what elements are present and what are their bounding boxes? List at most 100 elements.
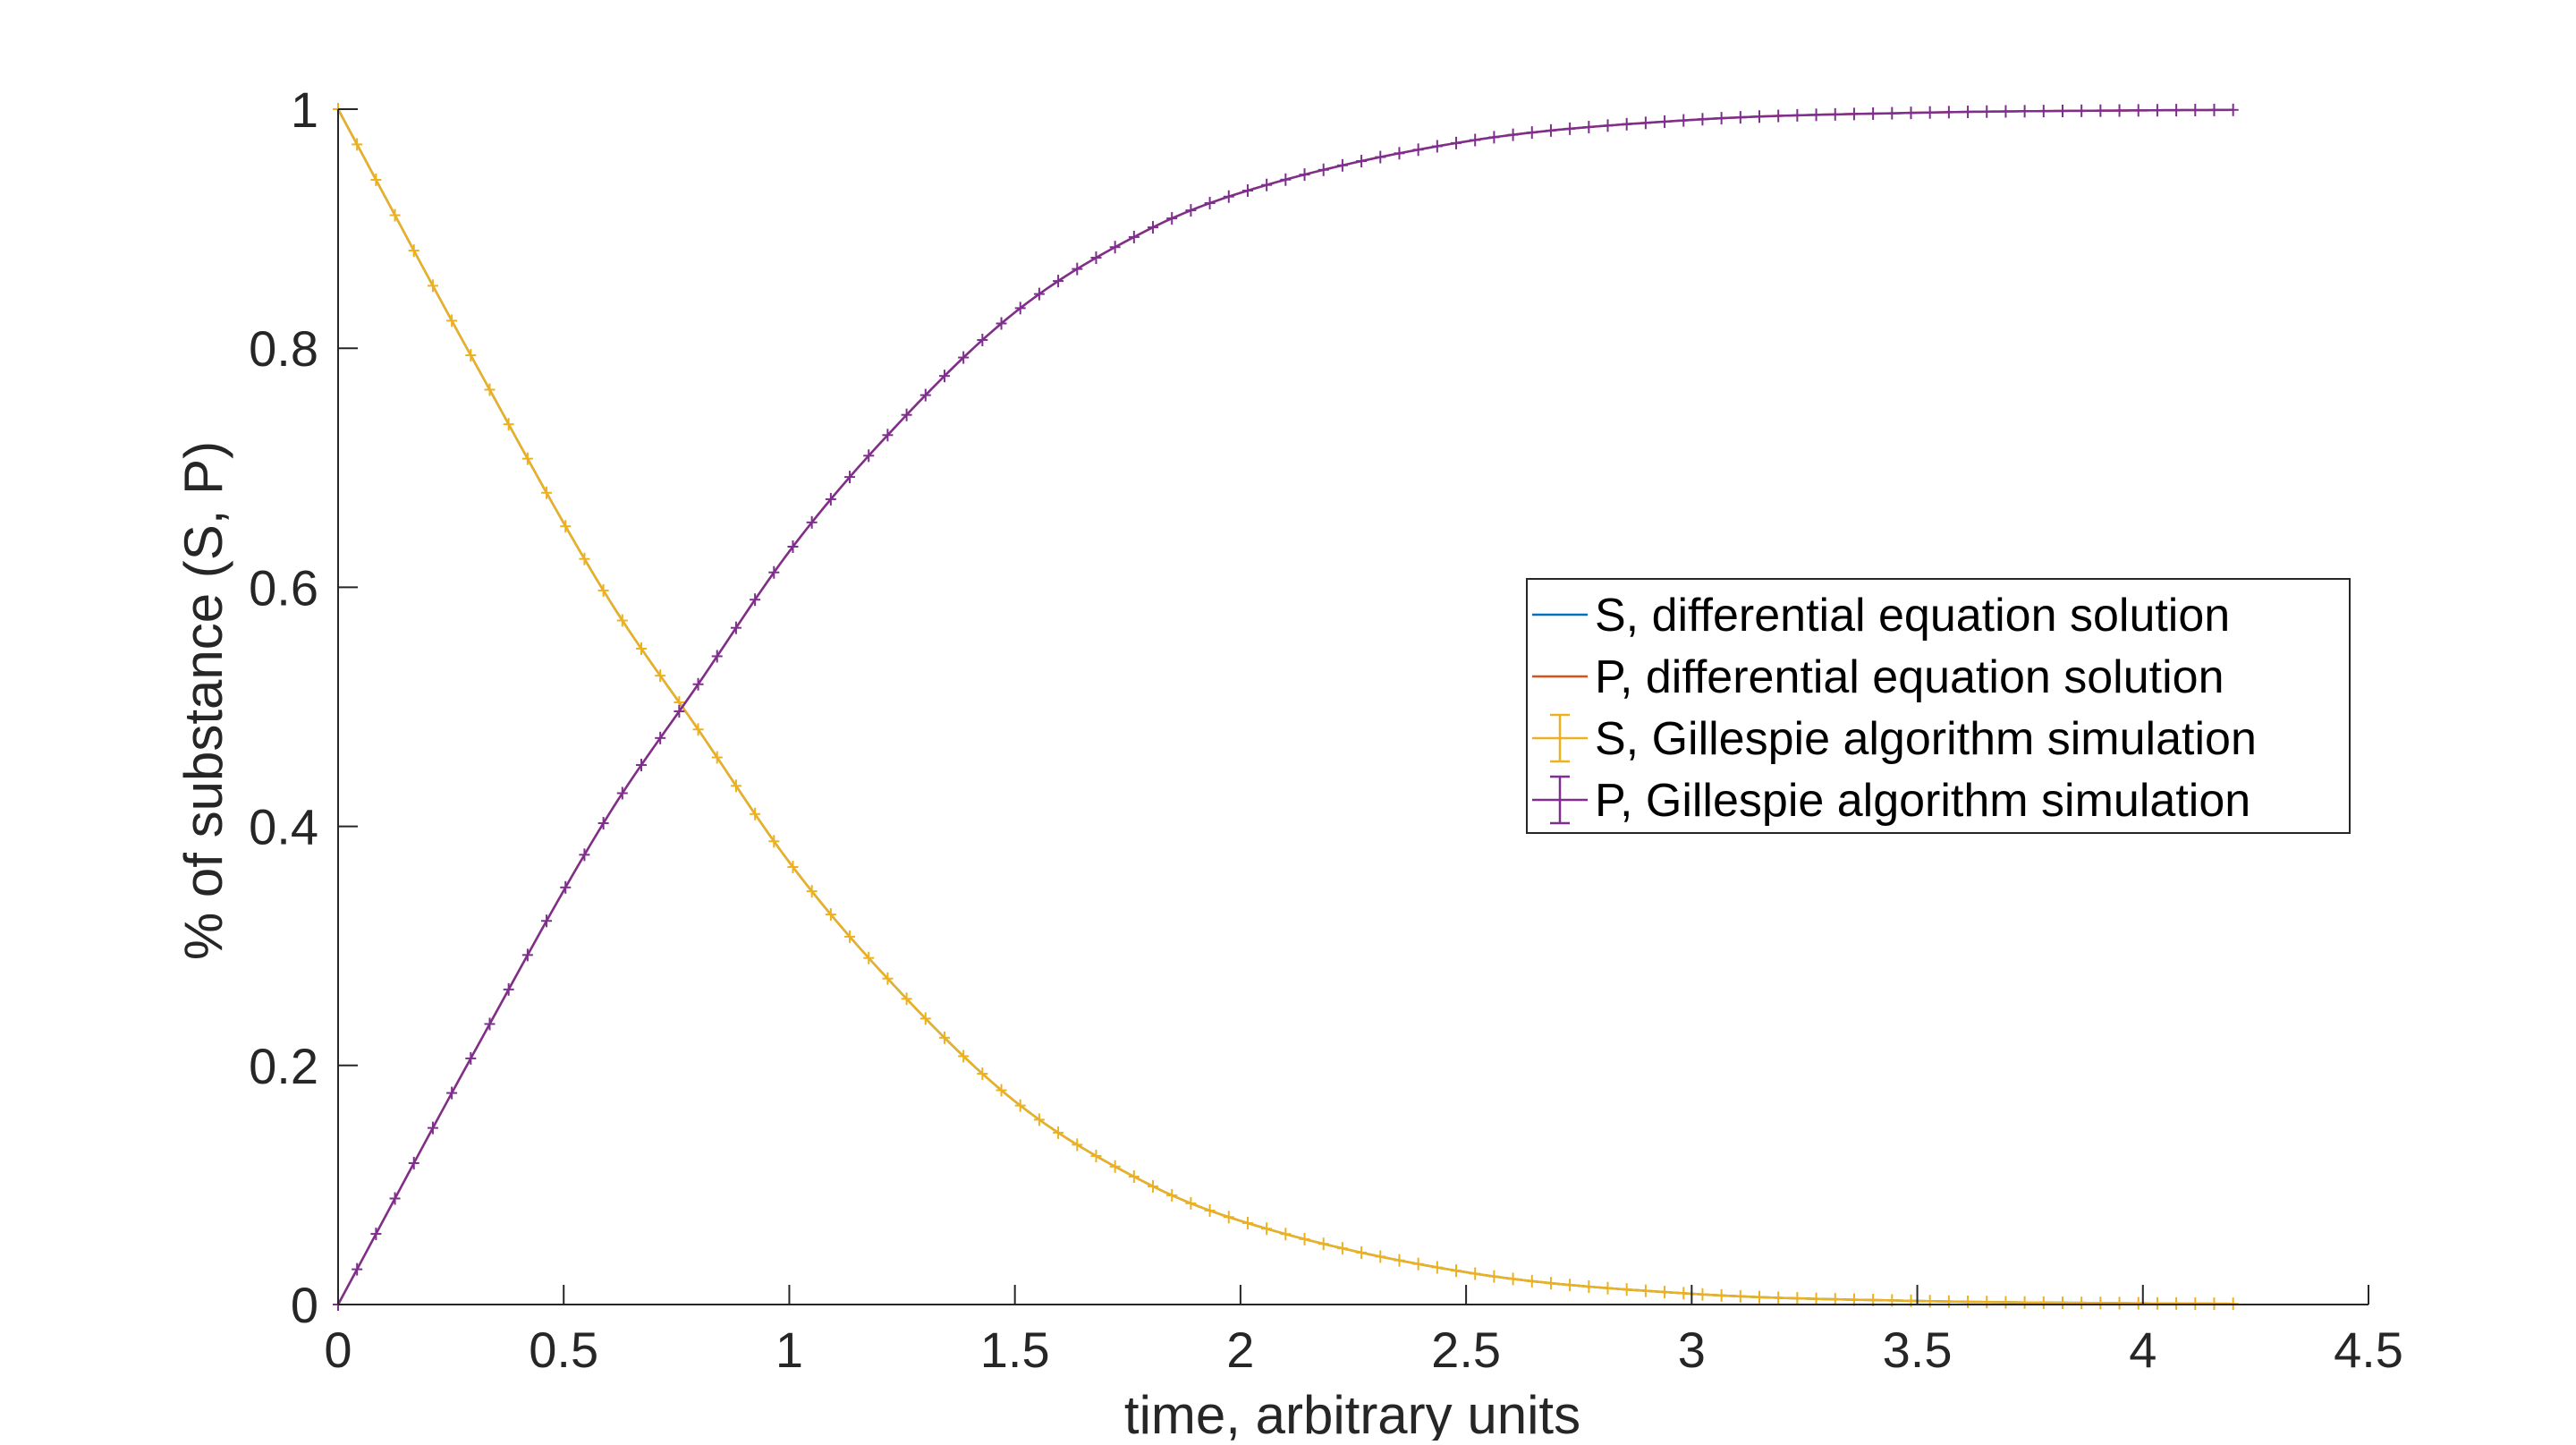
marker-s-gillespie-algorithm-simulation — [1564, 1279, 1576, 1292]
marker-p-gillespie-algorithm-simulation — [2076, 104, 2088, 117]
marker-s-gillespie-algorithm-simulation — [768, 835, 780, 848]
marker-p-gillespie-algorithm-simulation — [1564, 122, 1576, 135]
marker-p-gillespie-algorithm-simulation — [541, 914, 553, 928]
marker-p-gillespie-algorithm-simulation — [1526, 126, 1538, 140]
marker-s-gillespie-algorithm-simulation — [1773, 1291, 1784, 1305]
marker-p-gillespie-algorithm-simulation — [711, 650, 723, 663]
marker-p-gillespie-algorithm-simulation — [1678, 114, 1690, 127]
marker-p-gillespie-algorithm-simulation — [2190, 103, 2201, 116]
marker-p-gillespie-algorithm-simulation — [938, 370, 950, 383]
marker-p-gillespie-algorithm-simulation — [1223, 190, 1234, 203]
marker-s-gillespie-algorithm-simulation — [1280, 1228, 1292, 1241]
marker-s-gillespie-algorithm-simulation — [1507, 1272, 1519, 1286]
marker-p-gillespie-algorithm-simulation — [1280, 173, 1292, 186]
marker-s-gillespie-algorithm-simulation — [1754, 1290, 1765, 1304]
marker-p-gillespie-algorithm-simulation — [1109, 241, 1121, 254]
y-tick-label: 0.2 — [249, 1038, 318, 1094]
axes: 0 0.5 1 1.5 2 2.5 3 3.5 4 4.5 0 0.2 0.4 0.6 0.8 1 — [249, 81, 2403, 1378]
marker-s-gillespie-algorithm-simulation — [370, 173, 382, 186]
marker-p-gillespie-algorithm-simulation — [958, 351, 970, 364]
marker-s-gillespie-algorithm-simulation — [1356, 1245, 1368, 1259]
marker-s-gillespie-algorithm-simulation — [750, 807, 761, 820]
marker-s-gillespie-algorithm-simulation — [2076, 1296, 2088, 1310]
marker-p-gillespie-algorithm-simulation — [1810, 108, 1822, 122]
marker-s-gillespie-algorithm-simulation — [1241, 1216, 1253, 1229]
marker-p-gillespie-algorithm-simulation — [1545, 123, 1556, 137]
marker-p-gillespie-algorithm-simulation — [1697, 113, 1708, 126]
marker-p-gillespie-algorithm-simulation — [901, 408, 912, 421]
marker-p-gillespie-algorithm-simulation — [806, 515, 818, 529]
marker-s-gillespie-algorithm-simulation — [1261, 1222, 1273, 1236]
marker-s-gillespie-algorithm-simulation — [901, 992, 912, 1006]
marker-p-gillespie-algorithm-simulation — [1507, 128, 1519, 141]
marker-p-gillespie-algorithm-simulation — [1090, 251, 1102, 265]
legend-entry-s-differential-equation-solution: S, differential equation solution — [1532, 590, 2230, 642]
marker-s-gillespie-algorithm-simulation — [408, 244, 419, 258]
marker-s-gillespie-algorithm-simulation — [1545, 1277, 1556, 1290]
marker-s-gillespie-algorithm-simulation — [1072, 1138, 1083, 1152]
marker-p-gillespie-algorithm-simulation — [521, 948, 533, 962]
marker-s-gillespie-algorithm-simulation — [352, 138, 363, 151]
legend-entry-p-differential-equation-solution: P, differential equation solution — [1532, 651, 2224, 703]
marker-p-gillespie-algorithm-simulation — [484, 1017, 496, 1031]
marker-p-gillespie-algorithm-simulation — [2208, 103, 2220, 116]
x-axis-label: time, arbitrary units — [1124, 1385, 1580, 1441]
marker-p-gillespie-algorithm-simulation — [787, 540, 799, 554]
marker-s-gillespie-algorithm-simulation — [2171, 1296, 2182, 1310]
marker-p-gillespie-algorithm-simulation — [465, 1051, 477, 1065]
marker-p-gillespie-algorithm-simulation — [446, 1086, 458, 1100]
marker-p-gillespie-algorithm-simulation — [750, 593, 761, 607]
marker-p-gillespie-algorithm-simulation — [2132, 104, 2144, 117]
marker-p-gillespie-algorithm-simulation — [1261, 178, 1273, 191]
marker-s-gillespie-algorithm-simulation — [1583, 1279, 1595, 1293]
marker-p-gillespie-algorithm-simulation — [2095, 104, 2106, 117]
marker-s-gillespie-algorithm-simulation — [389, 208, 401, 222]
marker-p-gillespie-algorithm-simulation — [1053, 275, 1064, 288]
marker-s-gillespie-algorithm-simulation — [692, 723, 704, 736]
legend-entry-s-gillespie-algorithm-simulation: S, Gillespie algorithm simulation — [1532, 713, 2257, 765]
marker-s-gillespie-algorithm-simulation — [1962, 1295, 1974, 1308]
marker-s-gillespie-algorithm-simulation — [1526, 1274, 1538, 1288]
marker-p-gillespie-algorithm-simulation — [1241, 184, 1253, 198]
marker-s-gillespie-algorithm-simulation — [560, 520, 572, 533]
marker-p-gillespie-algorithm-simulation — [863, 449, 875, 463]
marker-p-gillespie-algorithm-simulation — [1868, 106, 1879, 120]
marker-p-gillespie-algorithm-simulation — [1318, 163, 1329, 176]
marker-p-gillespie-algorithm-simulation — [1716, 112, 1727, 125]
marker-s-gillespie-algorithm-simulation — [1375, 1250, 1386, 1263]
x-tick-label: 0 — [324, 1322, 352, 1378]
marker-p-gillespie-algorithm-simulation — [1470, 133, 1481, 147]
marker-p-gillespie-algorithm-simulation — [1773, 109, 1784, 123]
marker-s-gillespie-algorithm-simulation — [1394, 1254, 1405, 1267]
y-tick-label: 1 — [291, 81, 318, 138]
marker-s-gillespie-algorithm-simulation — [2038, 1296, 2049, 1309]
marker-s-gillespie-algorithm-simulation — [503, 418, 514, 431]
marker-s-gillespie-algorithm-simulation — [1318, 1237, 1329, 1251]
marker-s-gillespie-algorithm-simulation — [1792, 1292, 1803, 1305]
marker-s-gillespie-algorithm-simulation — [1924, 1295, 1936, 1308]
legend-label: P, Gillespie algorithm simulation — [1595, 775, 2250, 827]
x-tick-label: 0.5 — [529, 1322, 598, 1378]
marker-p-gillespie-algorithm-simulation — [1754, 110, 1765, 123]
marker-s-gillespie-algorithm-simulation — [1659, 1286, 1671, 1299]
marker-p-gillespie-algorithm-simulation — [1336, 158, 1348, 172]
marker-s-gillespie-algorithm-simulation — [635, 642, 647, 655]
marker-s-gillespie-algorithm-simulation — [1488, 1270, 1500, 1283]
marker-p-gillespie-algorithm-simulation — [616, 786, 628, 800]
marker-s-gillespie-algorithm-simulation — [616, 614, 628, 627]
marker-s-gillespie-algorithm-simulation — [1412, 1257, 1424, 1271]
y-tick-label: 0.8 — [249, 320, 318, 377]
marker-s-gillespie-algorithm-simulation — [427, 279, 438, 293]
marker-p-gillespie-algorithm-simulation — [919, 388, 931, 402]
marker-p-gillespie-algorithm-simulation — [1072, 262, 1083, 276]
marker-p-gillespie-algorithm-simulation — [408, 1156, 419, 1169]
y-tick-label: 0 — [291, 1277, 318, 1333]
marker-s-gillespie-algorithm-simulation — [2132, 1296, 2144, 1310]
marker-s-gillespie-algorithm-simulation — [1716, 1288, 1727, 1302]
x-tick-label: 1 — [775, 1322, 803, 1378]
marker-p-gillespie-algorithm-simulation — [2227, 103, 2239, 116]
marker-p-gillespie-algorithm-simulation — [1848, 107, 1860, 121]
marker-p-gillespie-algorithm-simulation — [1451, 136, 1462, 149]
marker-p-gillespie-algorithm-simulation — [2056, 104, 2068, 117]
